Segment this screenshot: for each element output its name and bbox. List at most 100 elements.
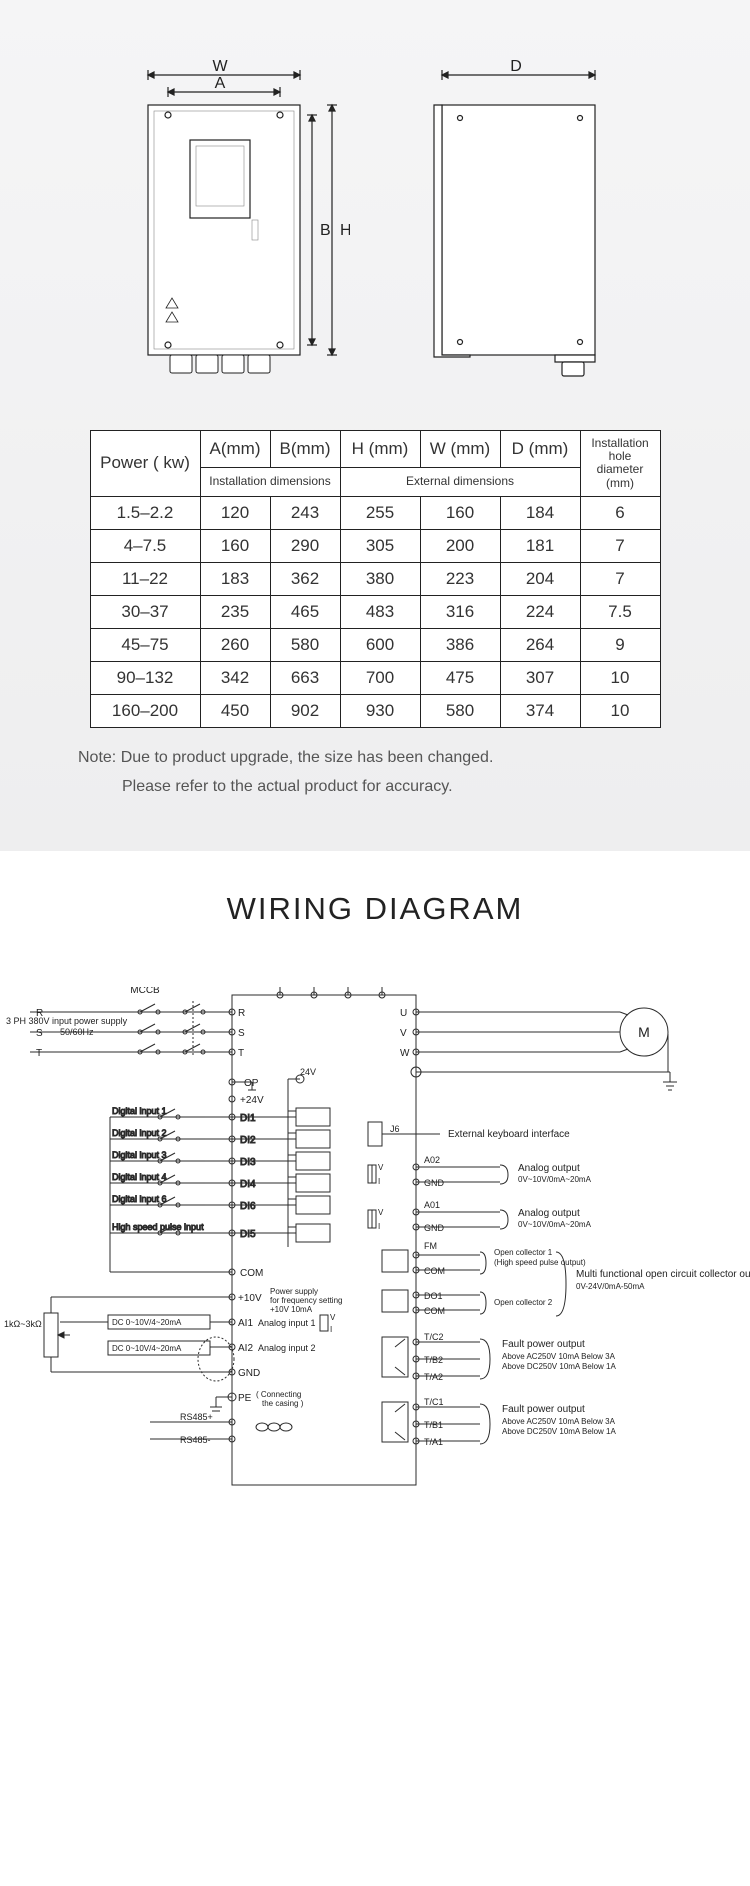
cell-w: 160 <box>420 496 500 529</box>
svg-text:PE: PE <box>238 1393 252 1404</box>
svg-text:Digital input 1: Digital input 1 <box>112 1106 167 1116</box>
note-block: Note: Due to product upgrade, the size h… <box>78 744 750 802</box>
dim-label-w: W <box>212 60 228 75</box>
cell-power: 45–75 <box>90 628 200 661</box>
svg-text:R: R <box>238 1008 245 1019</box>
svg-text:GND: GND <box>238 1368 260 1379</box>
cell-power: 11–22 <box>90 562 200 595</box>
lbl-S: S <box>36 1028 43 1039</box>
svg-text:DI1: DI1 <box>240 1113 256 1124</box>
dim-label-a: A <box>215 75 226 92</box>
svg-text:+10V: +10V <box>238 1293 262 1304</box>
svg-text:DC 0~10V/4~20mA: DC 0~10V/4~20mA <box>112 1318 182 1327</box>
th-install-sub: Installation dimensions <box>200 467 340 496</box>
cell-a: 120 <box>200 496 270 529</box>
svg-text:V: V <box>378 1163 384 1172</box>
svg-text:Analog output: Analog output <box>518 1163 580 1174</box>
svg-text:DI6: DI6 <box>240 1201 256 1212</box>
svg-text:GND: GND <box>424 1223 445 1233</box>
cell-a: 260 <box>200 628 270 661</box>
wiring-title: WIRING DIAGRAM <box>0 891 750 927</box>
table-row: 90–13234266370047530710 <box>90 661 660 694</box>
note-line-1: Note: Due to product upgrade, the size h… <box>78 744 750 773</box>
svg-text:A01: A01 <box>424 1200 440 1210</box>
dim-label-h: H <box>340 222 350 239</box>
svg-text:Analog input 1: Analog input 1 <box>258 1318 316 1328</box>
svg-text:OP: OP <box>244 1078 259 1089</box>
front-view-figure: W A B H <box>130 60 350 390</box>
svg-text:DC 0~10V/4~20mA: DC 0~10V/4~20mA <box>112 1344 182 1353</box>
svg-text:24V: 24V <box>300 1067 316 1077</box>
svg-text:50/60Hz: 50/60Hz <box>60 1027 94 1037</box>
svg-text:+24V: +24V <box>240 1095 264 1106</box>
cell-w: 200 <box>420 529 500 562</box>
wiring-section: WIRING DIAGRAM <box>0 851 750 1587</box>
svg-text:Digital input 2: Digital input 2 <box>112 1128 167 1138</box>
svg-text:DO1: DO1 <box>424 1291 443 1301</box>
svg-text:0V-24V/0mA-50mA: 0V-24V/0mA-50mA <box>576 1282 645 1291</box>
svg-text:AI2: AI2 <box>238 1343 253 1354</box>
svg-text:Power supply: Power supply <box>270 1287 318 1296</box>
cell-hole: 7 <box>580 562 660 595</box>
svg-text:Open collector 2: Open collector 2 <box>494 1298 553 1307</box>
svg-text:Above AC250V 10mA Below 3A: Above AC250V 10mA Below 3A <box>502 1352 616 1361</box>
svg-text:Digital input 3: Digital input 3 <box>112 1150 167 1160</box>
cell-h: 305 <box>340 529 420 562</box>
cell-w: 316 <box>420 595 500 628</box>
svg-text:Open collector 1: Open collector 1 <box>494 1248 553 1257</box>
dim-label-b: B <box>320 222 331 239</box>
cell-power: 30–37 <box>90 595 200 628</box>
cell-a: 235 <box>200 595 270 628</box>
cell-d: 224 <box>500 595 580 628</box>
svg-text:DI2: DI2 <box>240 1135 256 1146</box>
svg-text:I: I <box>378 1177 380 1186</box>
svg-text:Above AC250V 10mA Below 3A: Above AC250V 10mA Below 3A <box>502 1417 616 1426</box>
svg-text:Analog input 2: Analog input 2 <box>258 1343 316 1353</box>
cell-b: 465 <box>270 595 340 628</box>
cell-h: 700 <box>340 661 420 694</box>
svg-text:( Connecting: ( Connecting <box>256 1390 301 1399</box>
svg-text:COM: COM <box>424 1306 445 1316</box>
cell-d: 374 <box>500 694 580 727</box>
svg-text:for frequency setting: for frequency setting <box>270 1296 342 1305</box>
svg-text:T/A2: T/A2 <box>424 1372 443 1382</box>
cell-d: 184 <box>500 496 580 529</box>
cell-a: 342 <box>200 661 270 694</box>
svg-text:Fault power output: Fault power output <box>502 1404 585 1415</box>
dim-label-d: D <box>510 60 522 75</box>
cell-d: 264 <box>500 628 580 661</box>
th-b: B(mm) <box>270 431 340 468</box>
svg-text:T: T <box>238 1048 244 1059</box>
svg-text:+10V 10mA: +10V 10mA <box>270 1305 313 1314</box>
cell-b: 290 <box>270 529 340 562</box>
svg-text:COM: COM <box>424 1266 445 1276</box>
table-row: 160–20045090293058037410 <box>90 694 660 727</box>
cell-d: 181 <box>500 529 580 562</box>
cell-b: 902 <box>270 694 340 727</box>
svg-text:(High speed pulse output): (High speed pulse output) <box>494 1258 586 1267</box>
table-row: 30–372354654833162247.5 <box>90 595 660 628</box>
dimensions-section: W A B H <box>0 0 750 851</box>
cell-d: 307 <box>500 661 580 694</box>
cell-h: 380 <box>340 562 420 595</box>
cell-power: 160–200 <box>90 694 200 727</box>
svg-text:V: V <box>378 1208 384 1217</box>
table-row: 4–7.51602903052001817 <box>90 529 660 562</box>
cell-w: 386 <box>420 628 500 661</box>
svg-text:1kΩ~3kΩ: 1kΩ~3kΩ <box>4 1319 42 1329</box>
cell-power: 90–132 <box>90 661 200 694</box>
th-a: A(mm) <box>200 431 270 468</box>
svg-text:Above DC250V 10mA Below 1A: Above DC250V 10mA Below 1A <box>502 1362 617 1371</box>
note-line-2: Please refer to the actual product for a… <box>122 773 750 802</box>
wiring-diagram: DI1Digital input 1DI2Digital input 2DI3D… <box>0 987 750 1547</box>
svg-text:T/B2: T/B2 <box>424 1355 443 1365</box>
cell-h: 255 <box>340 496 420 529</box>
cell-b: 362 <box>270 562 340 595</box>
cell-power: 4–7.5 <box>90 529 200 562</box>
th-h: H (mm) <box>340 431 420 468</box>
svg-text:I: I <box>330 1325 332 1334</box>
cell-w: 223 <box>420 562 500 595</box>
svg-text:W: W <box>400 1048 410 1059</box>
svg-text:FM: FM <box>424 1241 437 1251</box>
lbl-T: T <box>36 1048 42 1059</box>
